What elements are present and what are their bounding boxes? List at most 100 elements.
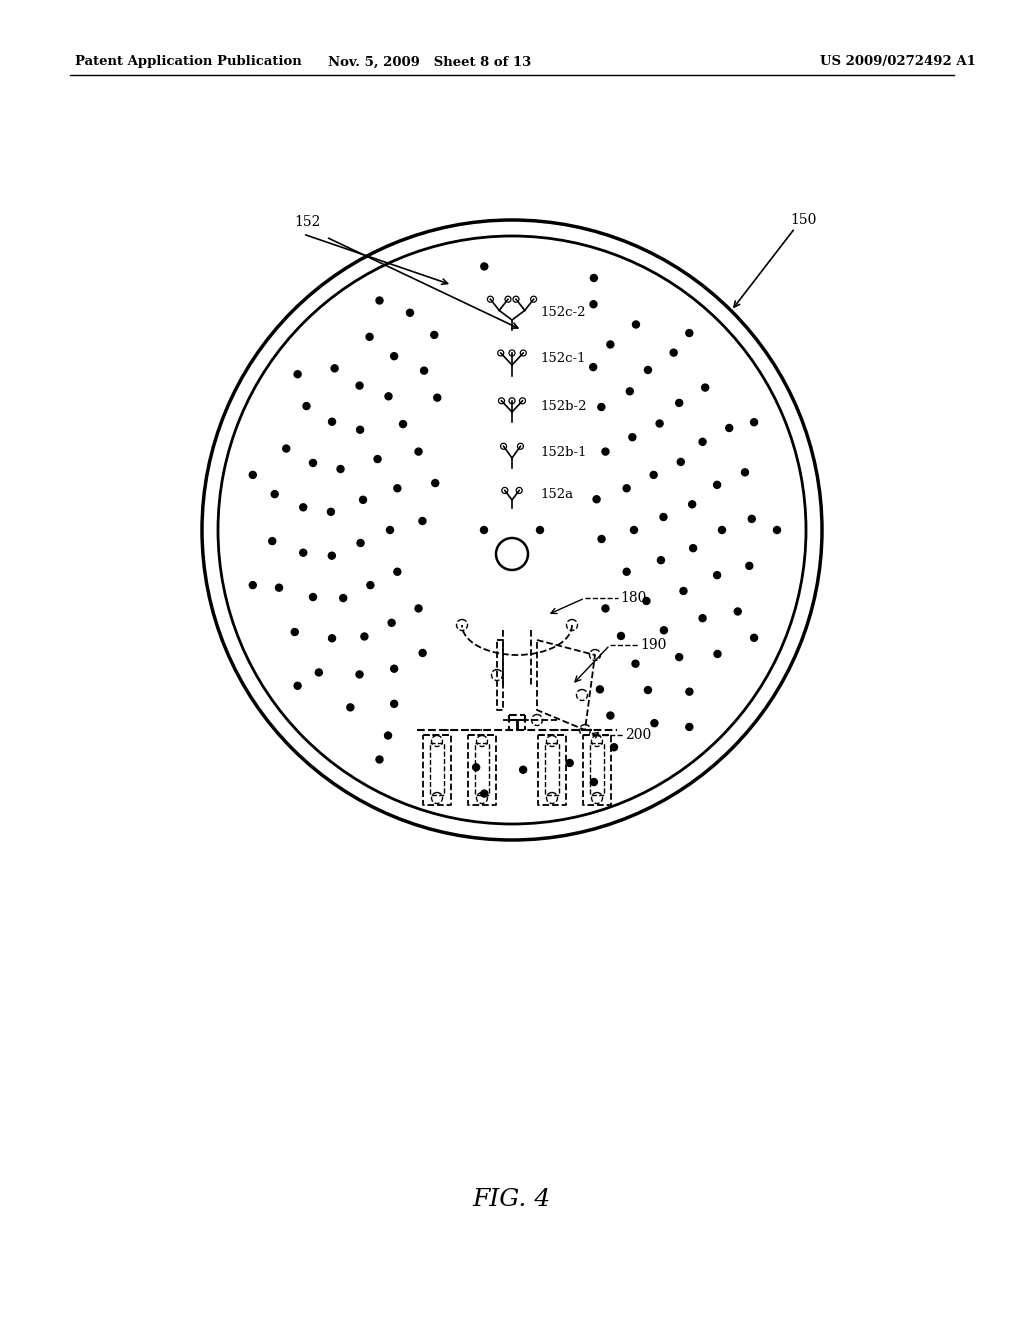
Circle shape	[415, 605, 422, 612]
Circle shape	[419, 517, 426, 524]
Text: 152: 152	[295, 215, 322, 228]
Circle shape	[632, 660, 639, 667]
Circle shape	[699, 438, 707, 445]
Circle shape	[749, 515, 756, 523]
Text: 152b-1: 152b-1	[540, 446, 587, 459]
Circle shape	[385, 733, 391, 739]
Circle shape	[519, 766, 526, 774]
Circle shape	[590, 301, 597, 308]
Circle shape	[591, 779, 597, 785]
Circle shape	[660, 627, 668, 634]
Circle shape	[329, 552, 335, 560]
Circle shape	[617, 632, 625, 639]
Circle shape	[337, 466, 344, 473]
Circle shape	[591, 275, 597, 281]
Circle shape	[481, 263, 487, 271]
Circle shape	[726, 425, 733, 432]
Circle shape	[537, 527, 544, 533]
Circle shape	[680, 587, 687, 594]
Circle shape	[291, 628, 298, 635]
Circle shape	[360, 634, 368, 640]
Circle shape	[714, 651, 721, 657]
Text: 152c-2: 152c-2	[540, 305, 586, 318]
Circle shape	[283, 445, 290, 451]
Circle shape	[357, 540, 365, 546]
Circle shape	[701, 384, 709, 391]
Circle shape	[391, 665, 397, 672]
Text: 180: 180	[620, 591, 646, 605]
Circle shape	[356, 671, 364, 678]
Circle shape	[719, 527, 725, 533]
Circle shape	[657, 557, 665, 564]
Circle shape	[419, 649, 426, 656]
Circle shape	[699, 615, 707, 622]
Circle shape	[294, 371, 301, 378]
Text: FIG. 4: FIG. 4	[473, 1188, 551, 1212]
Circle shape	[751, 418, 758, 426]
Circle shape	[602, 605, 609, 612]
Circle shape	[399, 421, 407, 428]
Circle shape	[677, 458, 684, 466]
Circle shape	[596, 686, 603, 693]
Circle shape	[590, 363, 597, 371]
Circle shape	[328, 508, 335, 515]
Circle shape	[367, 582, 374, 589]
Circle shape	[644, 686, 651, 693]
Circle shape	[566, 759, 573, 767]
Circle shape	[689, 500, 695, 508]
Circle shape	[385, 393, 392, 400]
Text: 150: 150	[790, 213, 816, 227]
Circle shape	[650, 471, 657, 478]
Circle shape	[294, 682, 301, 689]
Circle shape	[714, 572, 721, 578]
Circle shape	[686, 688, 693, 696]
Circle shape	[386, 527, 393, 533]
Circle shape	[394, 568, 400, 576]
Circle shape	[656, 420, 664, 426]
Circle shape	[347, 704, 354, 711]
Circle shape	[644, 367, 651, 374]
Circle shape	[751, 635, 758, 642]
Circle shape	[376, 756, 383, 763]
Text: Patent Application Publication: Patent Application Publication	[75, 55, 302, 69]
Text: 190: 190	[640, 638, 667, 652]
Circle shape	[376, 297, 383, 304]
Circle shape	[624, 568, 630, 576]
Circle shape	[390, 352, 397, 359]
Circle shape	[773, 527, 780, 533]
Circle shape	[480, 527, 487, 533]
Circle shape	[689, 545, 696, 552]
Circle shape	[249, 582, 256, 589]
Circle shape	[303, 403, 310, 409]
Circle shape	[366, 334, 373, 341]
Circle shape	[651, 719, 658, 727]
Circle shape	[249, 471, 256, 478]
Text: 200: 200	[625, 729, 651, 742]
Circle shape	[598, 404, 605, 411]
Circle shape	[359, 496, 367, 503]
Circle shape	[356, 426, 364, 433]
Text: 152b-2: 152b-2	[540, 400, 587, 412]
Circle shape	[268, 537, 275, 545]
Circle shape	[309, 594, 316, 601]
Circle shape	[627, 388, 633, 395]
Circle shape	[670, 348, 677, 356]
Circle shape	[734, 609, 741, 615]
Circle shape	[309, 459, 316, 466]
Circle shape	[434, 395, 440, 401]
Circle shape	[407, 309, 414, 317]
Circle shape	[676, 653, 683, 660]
Circle shape	[329, 635, 336, 642]
Text: 152a: 152a	[540, 488, 573, 502]
Circle shape	[415, 447, 422, 455]
Circle shape	[745, 562, 753, 569]
Circle shape	[676, 400, 683, 407]
Circle shape	[610, 743, 617, 751]
Circle shape	[331, 364, 338, 372]
Circle shape	[388, 619, 395, 626]
Circle shape	[271, 491, 279, 498]
Circle shape	[714, 482, 721, 488]
Circle shape	[431, 331, 438, 338]
Circle shape	[741, 469, 749, 475]
Circle shape	[432, 479, 438, 487]
